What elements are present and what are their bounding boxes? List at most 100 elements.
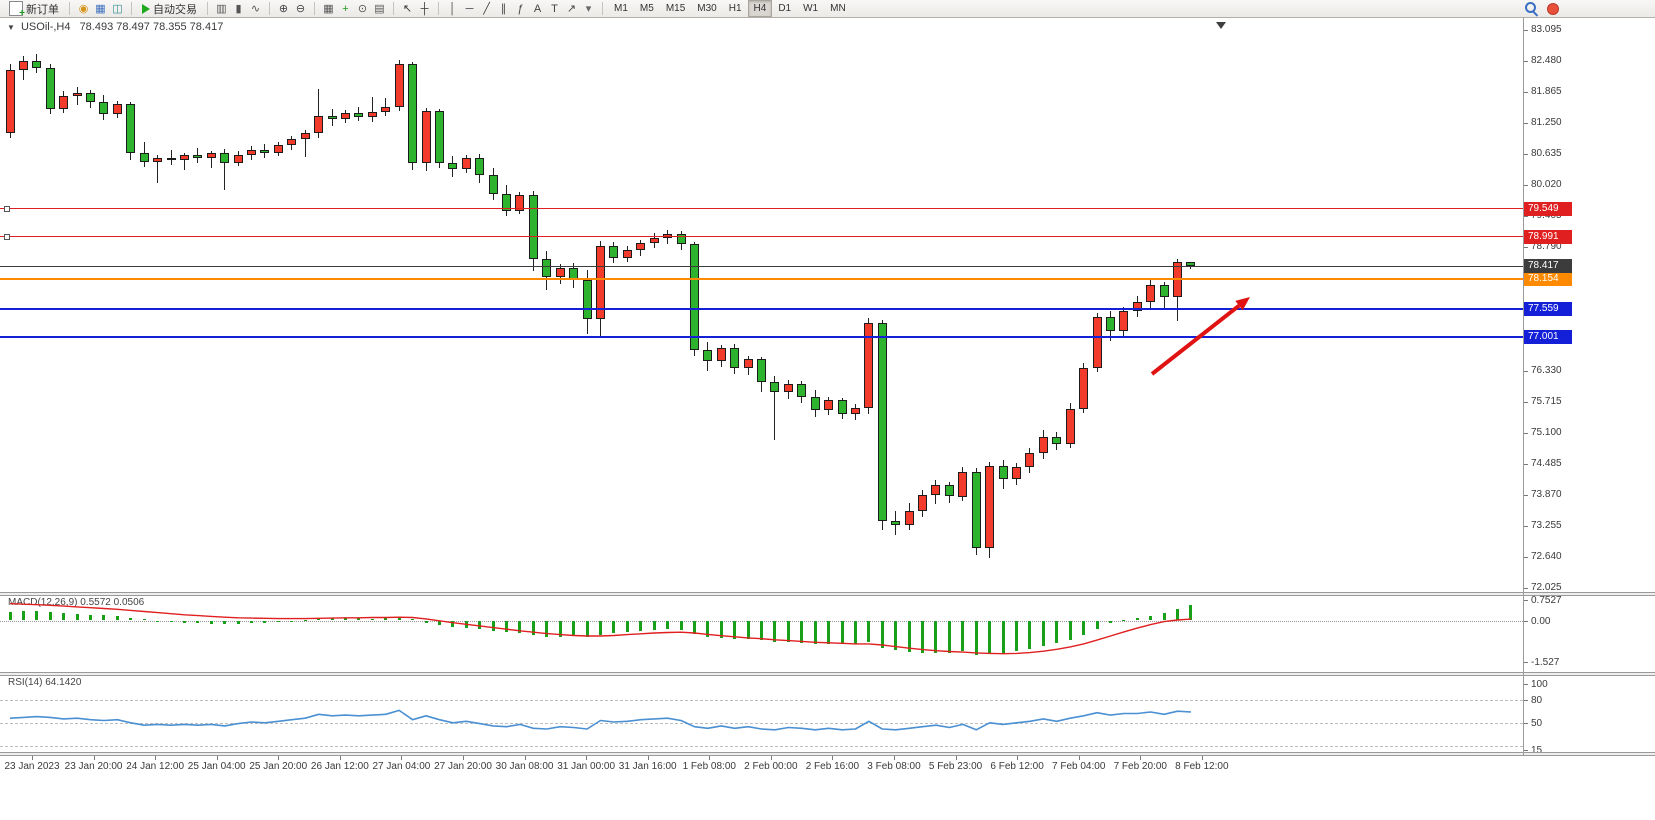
market-watch-icon[interactable]: ▦ <box>95 3 106 15</box>
strategy-tester-icon[interactable]: ◫ <box>112 3 123 15</box>
price-badge: 77.559 <box>1524 302 1572 317</box>
macd-histogram-bar <box>786 620 790 643</box>
chart-ohlc-values: 78.493 78.497 78.355 78.417 <box>79 21 224 33</box>
candle-body <box>730 348 740 369</box>
auto-trading-button[interactable]: 自动交易 <box>137 1 202 17</box>
macd-histogram-bar <box>961 620 965 651</box>
macd-histogram-bar <box>666 620 670 630</box>
horizontal-line-78-154[interactable] <box>0 278 1523 281</box>
timeframe-button-mn[interactable]: MN <box>830 3 846 14</box>
zoom-in-icon[interactable]: ⊕ <box>278 3 289 15</box>
cursor-icon[interactable]: ↖ <box>402 3 413 15</box>
price-axis-label: 78.790 <box>1531 240 1562 252</box>
candle-wick <box>224 148 226 191</box>
panel-separator[interactable] <box>0 752 1655 756</box>
candle-body <box>193 154 203 158</box>
label-icon[interactable]: T <box>551 2 558 15</box>
one-click-trading-icon[interactable]: ▼ <box>7 23 15 32</box>
candle-body <box>1012 467 1021 480</box>
toolbar-separator <box>393 2 394 15</box>
panel-separator[interactable] <box>0 592 1655 596</box>
timeframe-button-m1[interactable]: M1 <box>614 3 628 14</box>
macd-axis-label: 0.7527 <box>1531 595 1562 607</box>
price-badge: 79.549 <box>1524 201 1572 216</box>
hline-handle[interactable] <box>4 233 10 240</box>
candle-wick <box>76 87 78 106</box>
macd-axis-label: -1.527 <box>1531 657 1560 669</box>
candle-body <box>434 111 444 163</box>
price-axis-label: 72.025 <box>1531 581 1562 593</box>
indicators-icon[interactable]: + <box>342 2 349 15</box>
price-axis-label: 73.870 <box>1531 488 1562 500</box>
timeframe-button-m5[interactable]: M5 <box>639 3 654 14</box>
candle-body <box>1119 311 1129 332</box>
toolbar-separator <box>314 2 315 15</box>
line-chart-icon[interactable]: ∿ <box>250 3 261 15</box>
macd-histogram-bar <box>330 618 334 621</box>
macd-histogram-bar <box>1082 620 1086 635</box>
horizontal-line-79-549[interactable] <box>0 208 1523 210</box>
candle-body <box>367 112 377 118</box>
macd-histogram-bar <box>760 620 764 641</box>
candle-body <box>891 520 901 525</box>
panel-separator[interactable] <box>0 672 1655 676</box>
macd-histogram-bar <box>48 612 52 621</box>
macd-histogram-bar <box>1095 620 1099 629</box>
time-axis-label: 7 Feb 20:00 <box>1113 761 1167 772</box>
timeframe-button-d1[interactable]: D1 <box>778 3 792 14</box>
vertical-line-icon[interactable]: │ <box>449 2 456 15</box>
horizontal-line-78-991[interactable] <box>0 236 1523 238</box>
candle-body <box>1186 262 1196 266</box>
trendline-icon[interactable]: ╱ <box>483 3 490 15</box>
timeframe-button-h4[interactable]: H4 <box>747 0 773 17</box>
candle-body <box>45 67 55 110</box>
fibonacci-icon[interactable]: ƒ <box>517 2 524 15</box>
time-axis-tick <box>524 756 526 760</box>
time-axis-label: 23 Jan 2023 <box>4 761 60 772</box>
candlestick-chart-icon[interactable]: ▮ <box>235 3 242 15</box>
tile-windows-icon[interactable]: ▦ <box>323 3 334 15</box>
bar-chart-icon[interactable]: ▥ <box>216 3 227 15</box>
time-axis-tick <box>770 756 772 760</box>
auto-trading-label: 自动交易 <box>153 3 197 16</box>
timeframe-button-m30[interactable]: M30 <box>697 3 717 14</box>
candle-body <box>300 132 310 139</box>
macd-histogram-bar <box>733 620 737 639</box>
text-icon[interactable]: A <box>533 2 542 15</box>
macd-histogram-bar <box>290 620 294 622</box>
candle-wick <box>170 149 172 165</box>
candle-body <box>408 64 418 163</box>
timeframe-button-w1[interactable]: W1 <box>803 3 819 14</box>
alerts-icon[interactable]: ◉ <box>78 3 89 15</box>
macd-histogram-bar <box>411 619 415 621</box>
price-axis-tick <box>1524 556 1528 558</box>
periods-icon[interactable]: ⊙ <box>357 3 368 15</box>
new-order-button[interactable]: 新订单 <box>4 1 64 19</box>
macd-histogram-bar <box>1015 620 1018 651</box>
candle-body <box>502 194 512 212</box>
templates-icon[interactable]: ▤ <box>374 3 385 15</box>
scroll-to-end-icon[interactable] <box>1216 22 1226 29</box>
notification-icon[interactable] <box>1547 2 1559 15</box>
crosshair-icon[interactable]: ┼ <box>420 2 429 15</box>
price-badge: 77.001 <box>1524 330 1572 345</box>
candle-body <box>166 157 176 160</box>
horizontal-line-icon[interactable]: ─ <box>465 2 474 15</box>
macd-histogram-bar <box>156 620 160 622</box>
channel-icon[interactable]: ∥ <box>500 3 507 15</box>
rsi-axis-tick <box>1524 684 1528 685</box>
candle-body <box>542 258 552 277</box>
horizontal-line-77-001[interactable] <box>0 336 1523 339</box>
toolbar-separator <box>602 2 603 15</box>
hline-handle[interactable] <box>4 205 10 212</box>
time-axis-label: 6 Feb 12:00 <box>990 761 1044 772</box>
arrows-icon[interactable]: ↗ <box>566 3 577 15</box>
zoom-out-icon[interactable]: ⊖ <box>295 3 306 15</box>
dropdown-icon[interactable]: ▾ <box>585 3 592 15</box>
horizontal-line-77-559[interactable] <box>0 308 1523 311</box>
timeframe-button-m15[interactable]: M15 <box>665 3 686 14</box>
macd-histogram-bar <box>773 620 777 642</box>
search-icon[interactable] <box>1524 1 1539 16</box>
timeframe-button-h1[interactable]: H1 <box>728 3 742 14</box>
